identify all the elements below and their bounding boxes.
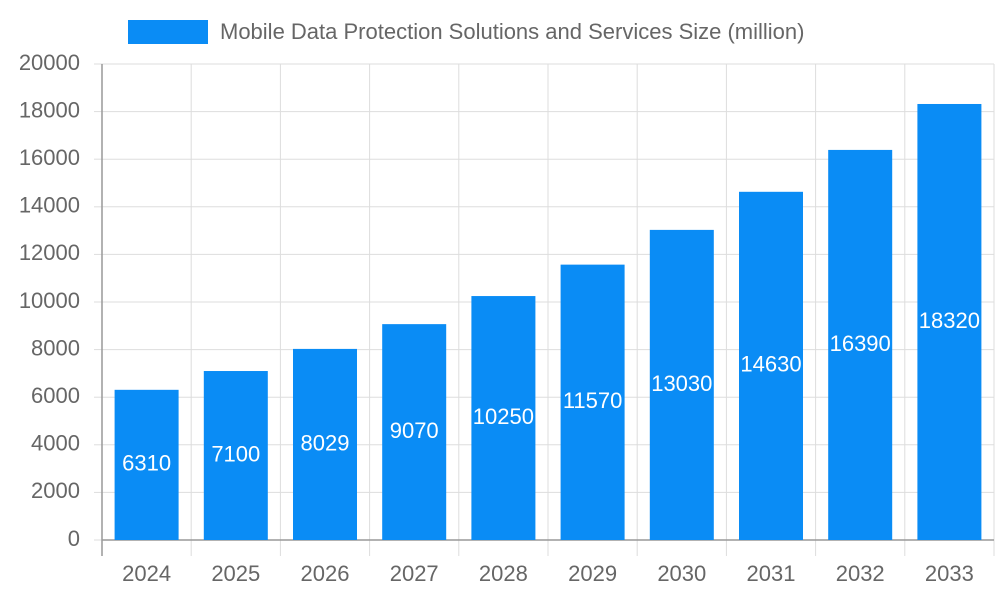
x-tick-label: 2025 [211,561,260,586]
y-tick-label: 14000 [19,193,80,218]
x-tick-label: 2033 [925,561,974,586]
y-tick-label: 16000 [19,145,80,170]
data-label: 11570 [563,388,623,413]
bar [739,191,803,540]
y-tick-label: 6000 [31,383,80,408]
bar [471,296,536,540]
x-tick-label: 2026 [301,561,350,586]
y-tick-label: 18000 [19,97,80,122]
bar [649,229,714,541]
x-tick-label: 2030 [657,561,706,586]
x-tick-label: 2028 [479,561,528,586]
legend-swatch[interactable] [128,20,208,44]
data-label: 10250 [473,404,534,429]
bar [382,324,447,540]
data-label: 9070 [390,418,439,443]
y-tick-label: 20000 [19,50,80,75]
data-label: 13030 [651,371,712,396]
x-tick-label: 2031 [747,561,796,586]
bar [114,389,179,540]
y-tick-label: 10000 [19,288,80,313]
bar [917,103,982,540]
bar [203,371,268,540]
x-tick-label: 2029 [568,561,617,586]
data-label: 18320 [919,308,980,333]
x-tick-label: 2032 [836,561,885,586]
bar [293,348,357,540]
data-label: 6310 [122,451,171,476]
y-tick-label: 4000 [31,431,80,456]
legend-label[interactable]: Mobile Data Protection Solutions and Ser… [220,19,804,44]
data-label: 14630 [740,352,801,377]
data-label: 8029 [301,430,350,455]
y-tick-label: 0 [68,526,80,551]
data-label: 7100 [211,441,260,466]
x-tick-label: 2027 [390,561,439,586]
bar [828,149,893,540]
bar [560,264,625,540]
y-tick-label: 8000 [31,335,80,360]
data-label: 16390 [830,331,891,356]
y-tick-label: 2000 [31,478,80,503]
y-tick-label: 12000 [19,240,80,265]
x-tick-label: 2024 [122,561,171,586]
